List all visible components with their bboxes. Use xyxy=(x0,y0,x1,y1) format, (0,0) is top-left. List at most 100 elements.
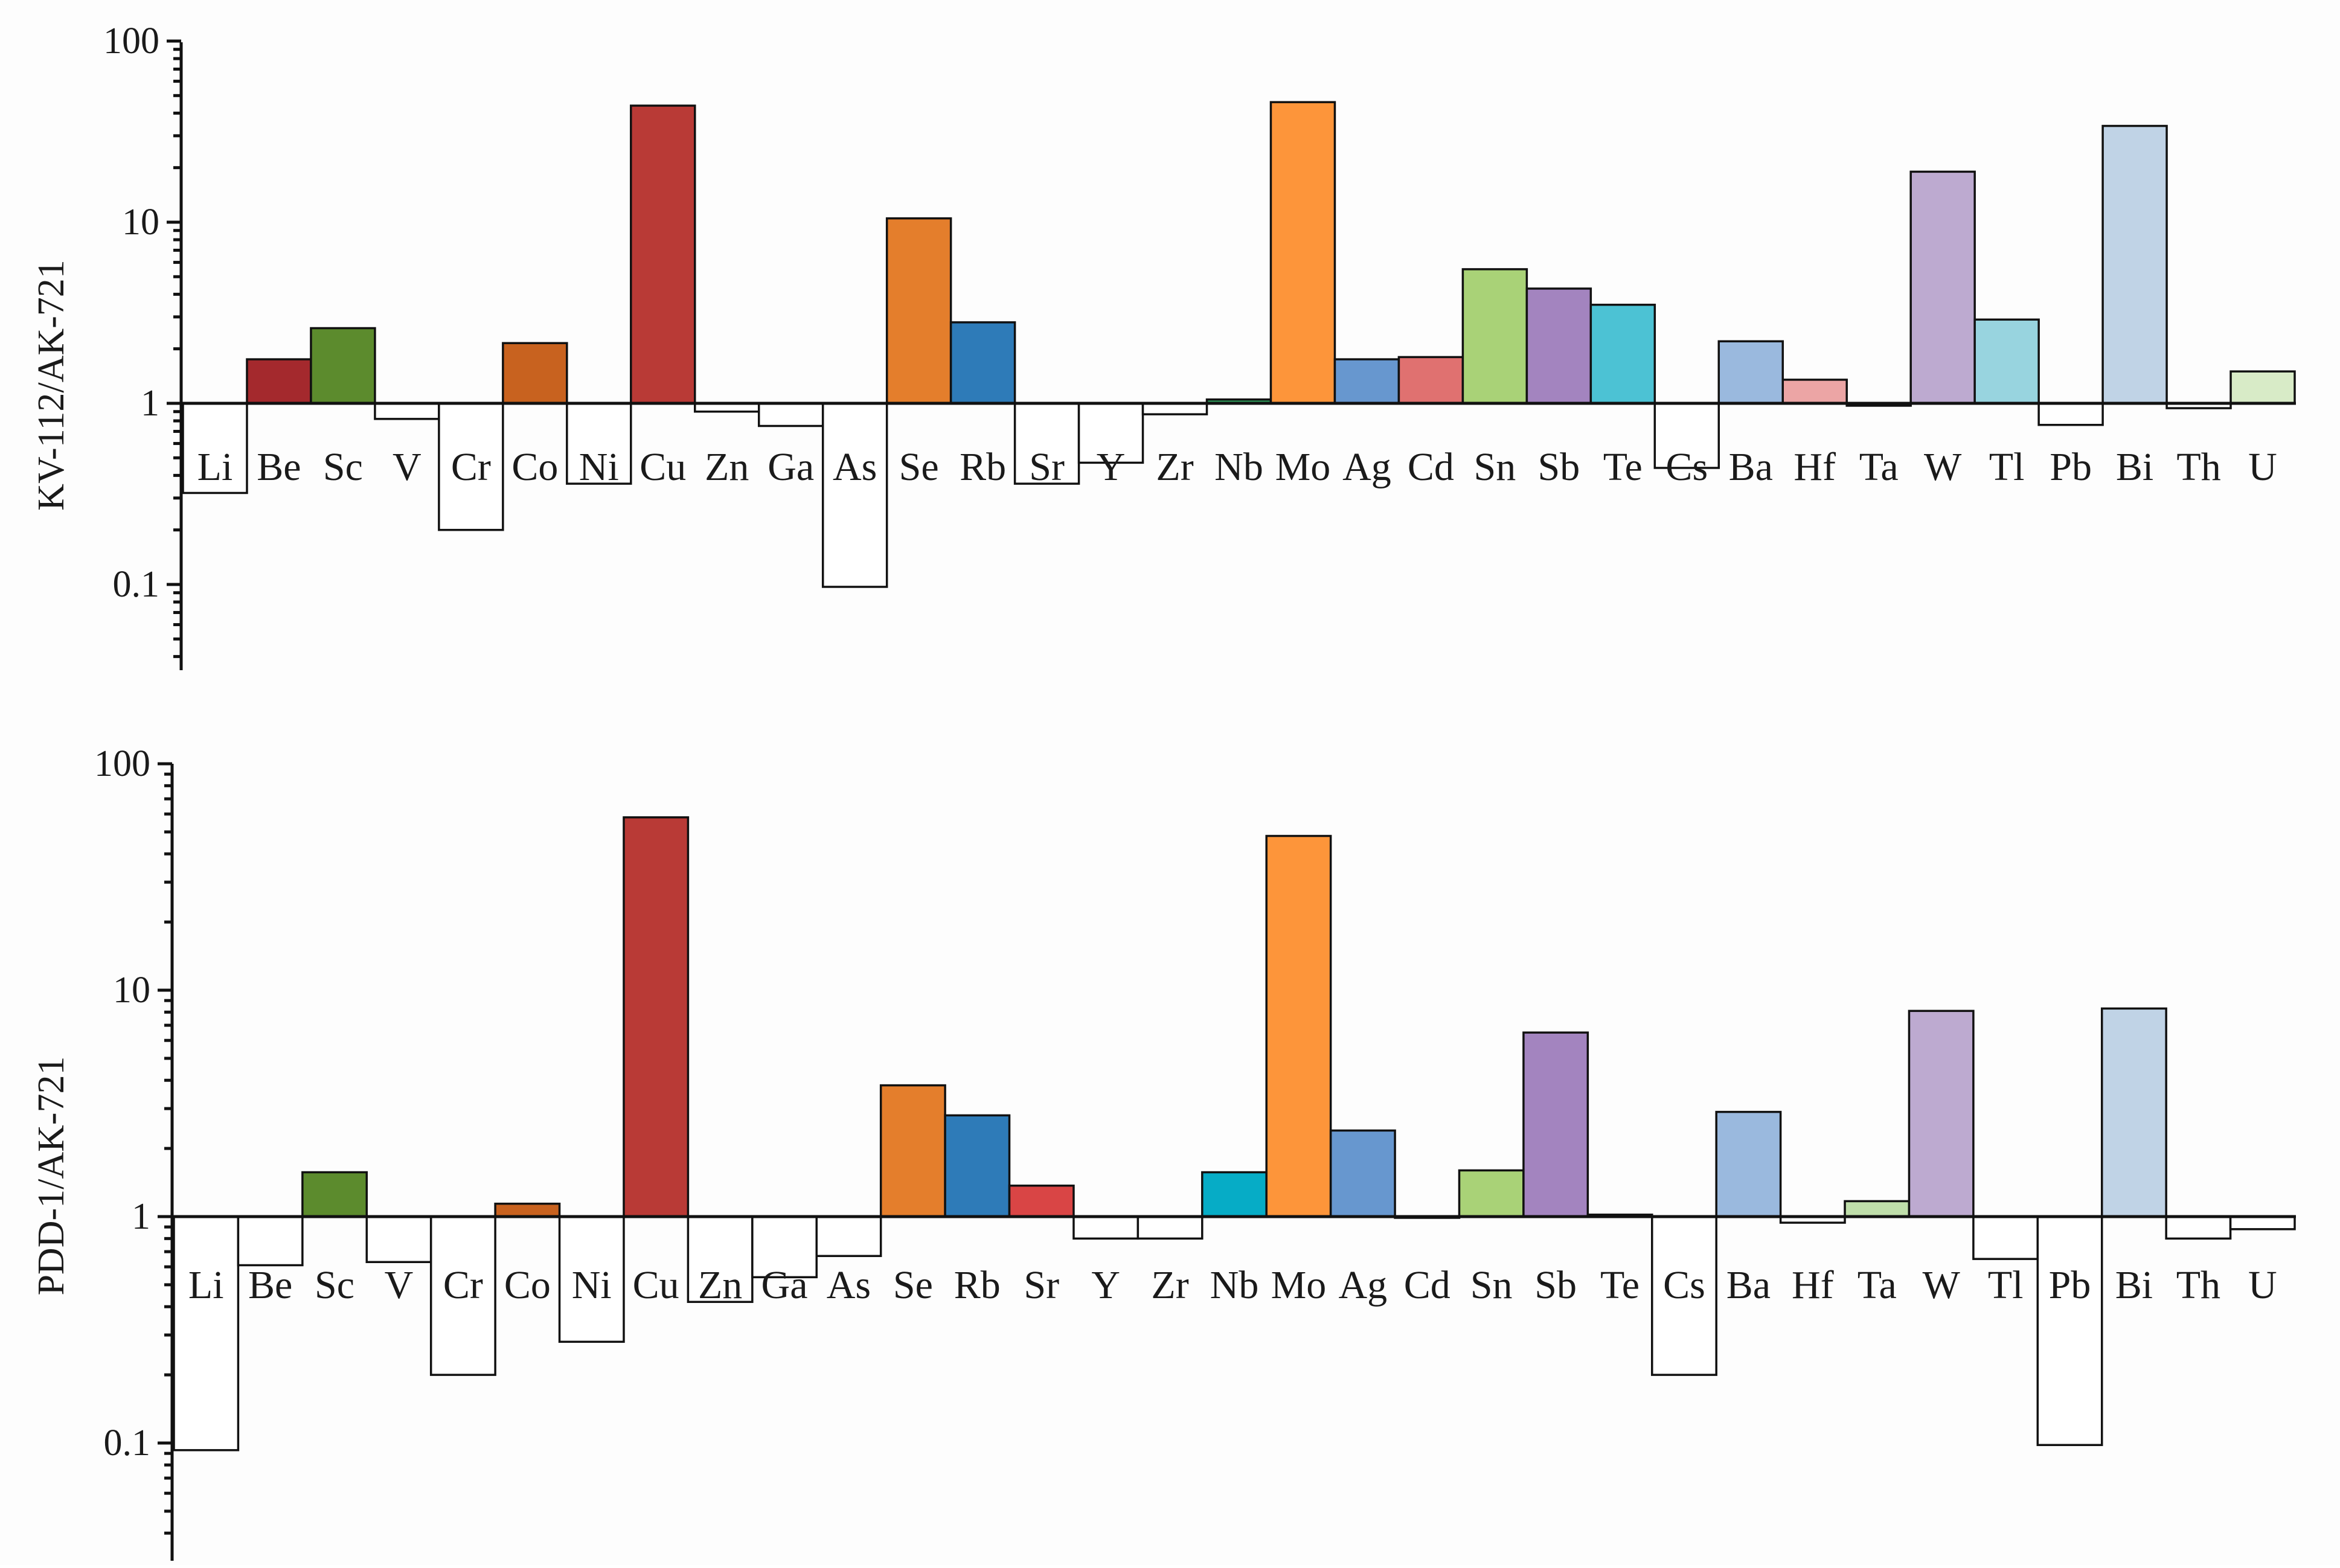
bar-rb xyxy=(944,1114,1011,1218)
category-label-ni: Ni xyxy=(579,445,619,489)
category-label-sb: Sb xyxy=(1537,445,1580,489)
bar-cs xyxy=(1651,1215,1717,1376)
category-label-th: Th xyxy=(2176,445,2220,489)
category-label-tl: Tl xyxy=(1988,1263,2024,1307)
category-label-se: Se xyxy=(899,445,939,489)
category-label-sn: Sn xyxy=(1474,445,1516,489)
y-tick-label: 10 xyxy=(122,202,159,243)
bar-sn xyxy=(1461,268,1528,405)
category-label-be: Be xyxy=(248,1263,292,1307)
bar-zr xyxy=(1141,402,1208,415)
category-label-co: Co xyxy=(504,1263,551,1307)
bar-ba xyxy=(1717,340,1784,405)
bar-cd xyxy=(1397,356,1464,405)
category-label-zr: Zr xyxy=(1156,445,1193,489)
category-label-cs: Cs xyxy=(1665,445,1708,489)
category-label-cr: Cr xyxy=(443,1263,483,1307)
chart-panel-top: 0.1 1 10 100 KV-112/AK-721 Li Be Sc V Cr Co Ni Cu Zn G… xyxy=(31,21,2296,670)
bar-tl xyxy=(1973,318,2040,405)
bar-cs xyxy=(1653,402,1720,469)
bar-se xyxy=(879,1084,946,1218)
bar-cr xyxy=(438,402,504,531)
category-label-y: Y xyxy=(1097,445,1126,489)
bar-pb xyxy=(2037,402,2104,426)
category-label-cs: Cs xyxy=(1663,1263,1705,1307)
bar-be xyxy=(246,358,312,405)
category-label-hf: Hf xyxy=(1793,445,1836,489)
bar-hf xyxy=(1781,379,1848,405)
bar-w xyxy=(1909,170,1976,405)
category-label-bi: Bi xyxy=(2116,445,2153,489)
category-label-rb: Rb xyxy=(960,445,1006,489)
bar-mo xyxy=(1269,101,1336,405)
category-label-li: Li xyxy=(197,445,233,489)
bar-ag xyxy=(1333,358,1400,405)
category-label-pb: Pb xyxy=(2049,1263,2091,1307)
bar-cu xyxy=(630,104,696,405)
category-label-sr: Sr xyxy=(1029,445,1065,489)
category-label-mo: Mo xyxy=(1271,1263,1327,1307)
bar-li xyxy=(173,1215,240,1451)
category-label-sn: Sn xyxy=(1470,1263,1513,1307)
category-label-cu: Cu xyxy=(633,1263,679,1307)
bar-sc xyxy=(301,1171,368,1218)
category-label-cr: Cr xyxy=(451,445,491,489)
bar-y xyxy=(1072,1215,1140,1240)
bar-th xyxy=(2165,1215,2232,1240)
category-label-zr: Zr xyxy=(1151,1263,1188,1307)
bar-ni xyxy=(566,402,632,485)
category-label-te: Te xyxy=(1603,445,1643,489)
category-label-th: Th xyxy=(2176,1263,2220,1307)
y-tick-label: 100 xyxy=(103,21,159,62)
bar-rb xyxy=(949,321,1016,405)
category-label-cd: Cd xyxy=(1408,445,1454,489)
category-label-tl: Tl xyxy=(1989,445,2025,489)
bar-ni xyxy=(558,1215,625,1343)
category-label-nb: Nb xyxy=(1214,445,1263,489)
category-label-cu: Cu xyxy=(639,445,686,489)
bar-u xyxy=(2229,370,2296,405)
category-label-co: Co xyxy=(511,445,558,489)
category-label-w: W xyxy=(1924,445,1962,489)
y-tick-label: 100 xyxy=(94,743,150,784)
y-axis-title: KV-112/AK-721 xyxy=(31,260,72,511)
category-label-ba: Ba xyxy=(1726,1263,1771,1307)
category-label-ga: Ga xyxy=(768,445,814,489)
bar-cu xyxy=(623,816,690,1218)
category-label-cd: Cd xyxy=(1404,1263,1450,1307)
category-label-hf: Hf xyxy=(1792,1263,1834,1307)
bar-sr xyxy=(1008,1184,1075,1218)
y-axis-title: PDD-1/AK-721 xyxy=(31,1056,72,1295)
category-label-se: Se xyxy=(893,1263,933,1307)
category-label-bi: Bi xyxy=(2115,1263,2153,1307)
bar-sr xyxy=(1013,402,1080,485)
category-label-ni: Ni xyxy=(572,1263,612,1307)
bar-sn xyxy=(1458,1169,1525,1218)
bar-zr xyxy=(1136,1215,1204,1240)
category-label-w: W xyxy=(1923,1263,1961,1307)
category-label-u: U xyxy=(2248,445,2277,489)
y-tick-label: 1 xyxy=(141,383,159,424)
bar-bi xyxy=(2101,124,2168,405)
category-label-rb: Rb xyxy=(954,1263,1001,1307)
y-tick-label: 1 xyxy=(132,1196,150,1237)
bar-bi xyxy=(2100,1007,2167,1218)
bar-nb xyxy=(1201,1171,1268,1218)
category-label-sc: Sc xyxy=(323,445,363,489)
bar-co xyxy=(502,342,568,405)
bar-co xyxy=(494,1202,561,1218)
category-label-zn: Zn xyxy=(698,1263,742,1307)
bar-sc xyxy=(310,327,376,405)
bar-sb xyxy=(1522,1031,1589,1218)
y-tick-label: 0.1 xyxy=(113,564,160,605)
category-label-ta: Ta xyxy=(1859,445,1899,489)
bar-v xyxy=(365,1215,432,1263)
y-tick-label: 0.1 xyxy=(104,1422,151,1464)
category-label-pb: Pb xyxy=(2050,445,2092,489)
category-label-te: Te xyxy=(1600,1263,1640,1307)
bar-as xyxy=(821,402,888,588)
category-label-nb: Nb xyxy=(1210,1263,1259,1307)
category-label-ag: Ag xyxy=(1342,445,1391,489)
